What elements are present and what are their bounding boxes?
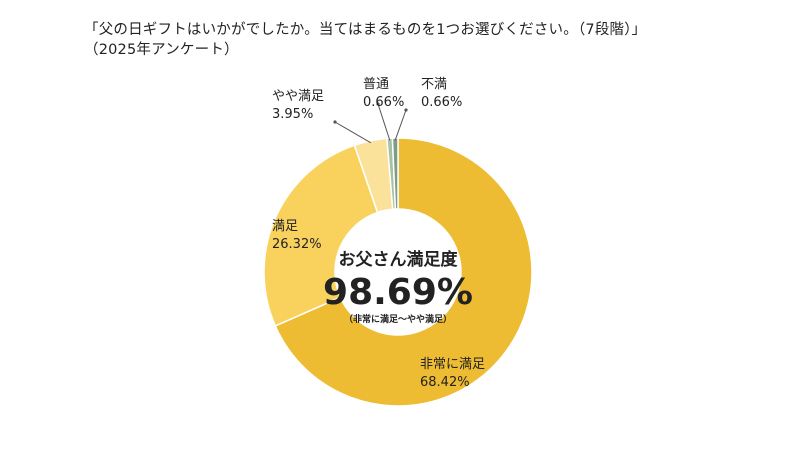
slice-label-neutral: 普通 <box>363 77 389 92</box>
leader-line-somewhat-satisfied <box>334 121 372 144</box>
chart-title-block: 「父の日ギフトはいかがでしたか。当てはまるものを1つお選びください。（7段階）」… <box>84 20 646 60</box>
leader-line-neutral <box>377 103 391 141</box>
slice-value-neutral: 0.66% <box>363 95 404 110</box>
leader-dot-somewhat-satisfied <box>333 120 337 124</box>
slice-satisfied <box>263 144 379 327</box>
slice-value-very-satisfied: 68.42% <box>420 375 470 390</box>
slice-label-very-satisfied: 非常に満足 <box>420 357 485 372</box>
slice-label-somewhat-satisfied: やや満足 <box>272 89 324 104</box>
leader-lines <box>333 102 408 144</box>
donut-slices <box>263 137 533 407</box>
slice-value-satisfied: 26.32% <box>272 237 322 252</box>
slice-value-somewhat-satisfied: 3.95% <box>272 107 313 122</box>
chart-subtitle: （2025年アンケート） <box>84 42 239 58</box>
center-note: （非常に満足～やや満足） <box>344 313 452 325</box>
slice-label-satisfied: 満足 <box>272 219 298 234</box>
slice-very-satisfied <box>274 137 533 407</box>
center-text: お父さん満足度 98.69% （非常に満足～やや満足） <box>323 249 473 325</box>
chart-title: 「父の日ギフトはいかがでしたか。当てはまるものを1つお選びください。（7段階）」 <box>84 22 647 38</box>
slice-dissatisfied <box>391 137 399 210</box>
slice-labels: 非常に満足 68.42% 満足 26.32% やや満足 3.95% 普通 0.66% 不満 0.6… <box>272 77 485 390</box>
center-value: 98.69% <box>323 272 473 313</box>
slice-value-dissatisfied: 0.66% <box>421 95 462 110</box>
leader-line-dissatisfied <box>394 109 407 141</box>
leader-dot-neutral <box>376 102 380 106</box>
slice-label-dissatisfied: 不満 <box>421 77 447 92</box>
leader-dot-dissatisfied <box>404 108 408 112</box>
center-title: お父さん満足度 <box>339 249 459 270</box>
